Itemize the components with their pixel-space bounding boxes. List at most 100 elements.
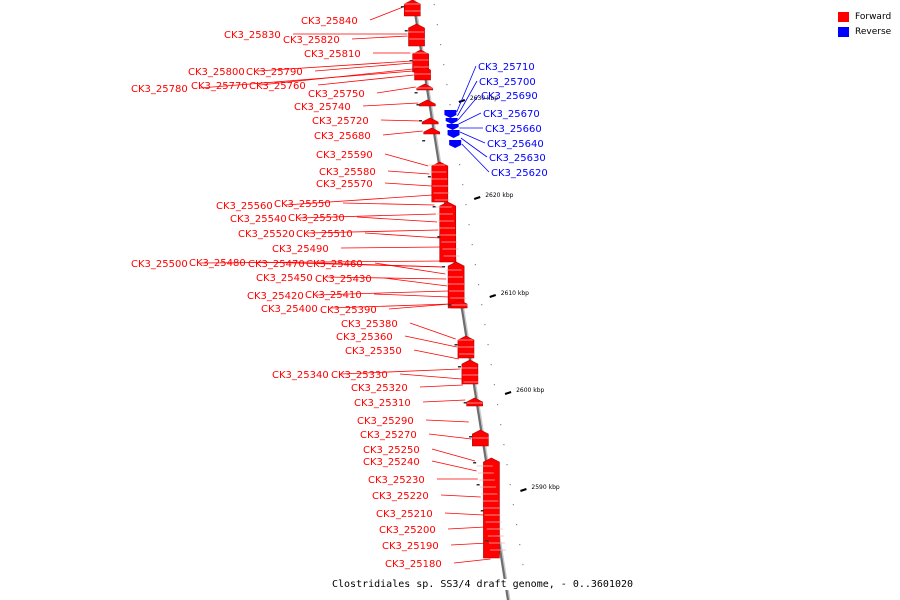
forward-leader-line: [380, 119, 422, 122]
forward-gene-label: CK3_25270: [360, 430, 417, 441]
reverse-gene-feature: [445, 118, 458, 124]
forward-gene-feature: [408, 23, 425, 47]
forward-gene-label: CK3_25210: [376, 509, 433, 520]
forward-gene-label: CK3_25740: [294, 102, 351, 113]
forward-leader-line: [384, 153, 429, 167]
ruler-tick-label: 2630 kbp: [470, 95, 498, 102]
forward-gene-label: CK3_25330: [331, 370, 388, 381]
reverse-leader-line: [459, 131, 486, 144]
forward-leader-line: [450, 542, 488, 546]
forward-gene-feature: [461, 359, 479, 385]
forward-gene-label: CK3_25400: [261, 304, 318, 315]
forward-gene-label: CK3_25550: [274, 199, 331, 210]
forward-leader-line: [440, 494, 481, 498]
forward-gene-label: CK3_25590: [316, 150, 373, 161]
gene-features: [400, 0, 507, 559]
forward-gene-feature: [403, 0, 421, 17]
gene-start-marker: [480, 510, 484, 512]
forward-gene-label: CK3_25420: [247, 291, 304, 302]
legend-label-reverse: Reverse: [855, 26, 892, 37]
reverse-leader-line: [458, 112, 482, 125]
gene-start-marker: [454, 344, 458, 346]
forward-leader-line: [373, 293, 450, 298]
gene-start-marker: [448, 304, 452, 306]
forward-gene-label: CK3_25830: [224, 30, 281, 41]
ruler-minor-dot: [436, 24, 438, 26]
gene-start-marker: [476, 484, 480, 486]
forward-gene-label: CK3_25570: [316, 179, 373, 190]
legend-label-forward: Forward: [855, 11, 892, 22]
ruler-minor-dot: [519, 544, 521, 546]
reverse-gene-label: CK3_25640: [487, 139, 544, 150]
forward-gene-feature: [421, 117, 439, 125]
forward-gene-feature: [439, 201, 457, 263]
forward-gene-label: CK3_25750: [308, 89, 365, 100]
forward-leader-line: [364, 232, 440, 239]
forward-gene-label: CK3_25340: [272, 370, 329, 381]
forward-gene-label: CK3_25240: [363, 457, 420, 468]
forward-gene-label: CK3_25230: [368, 475, 425, 486]
gene-start-marker: [442, 266, 446, 268]
forward-gene-label: CK3_25510: [296, 229, 353, 240]
ruler-minor-dot: [487, 344, 489, 346]
forward-leader-line: [351, 35, 408, 40]
forward-gene-label: CK3_25580: [319, 167, 376, 178]
ruler-minor-dot: [465, 204, 467, 206]
ruler-minor-dot: [471, 244, 473, 246]
reverse-leader-line: [461, 143, 490, 173]
forward-gene-label: CK3_25220: [372, 491, 429, 502]
forward-leader-line: [419, 384, 463, 388]
forward-leader-line: [199, 260, 444, 264]
forward-gene-feature: [431, 161, 449, 203]
forward-gene-label: CK3_25390: [320, 305, 377, 316]
ruler-minor-dot: [522, 564, 524, 566]
forward-gene-label: CK3_25530: [288, 213, 345, 224]
reverse-gene-label: CK3_25620: [491, 168, 548, 179]
forward-gene-label: CK3_25500: [131, 259, 188, 270]
gene-start-marker: [404, 30, 408, 32]
forward-gene-label: CK3_25560: [216, 201, 273, 212]
ruler-minor-dot: [433, 4, 435, 6]
ruler-minor-dot: [509, 484, 511, 486]
forward-leader-line: [444, 512, 484, 516]
forward-leader-line: [316, 262, 445, 268]
ruler-tick-label: 2590 kbp: [531, 484, 559, 491]
ruler-tick-mark: [489, 294, 497, 298]
forward-leader-line: [315, 290, 449, 296]
forward-gene-label: CK3_25770: [191, 81, 248, 92]
legend-item-reverse: Reverse: [838, 24, 891, 39]
forward-gene-label: CK3_25250: [363, 445, 420, 456]
forward-leader-line: [374, 262, 446, 275]
ruler-minor-dot: [462, 184, 464, 186]
forward-gene-label: CK3_25780: [131, 84, 188, 95]
gene-start-marker: [416, 104, 420, 106]
forward-leader-line: [356, 216, 438, 223]
ruler-minor-dot: [506, 464, 508, 466]
gene-start-marker: [473, 462, 477, 464]
forward-leader-line: [383, 277, 448, 287]
forward-leader-line: [317, 74, 414, 86]
forward-leader-line: [314, 62, 413, 72]
forward-gene-label: CK3_25320: [351, 383, 408, 394]
forward-gene-label: CK3_25810: [304, 49, 361, 60]
forward-leader-line: [425, 419, 469, 423]
label-leader-lines: [199, 6, 491, 564]
legend-item-forward: Forward: [838, 9, 891, 24]
forward-leader-line: [431, 448, 476, 462]
ruler-minor-dot: [512, 504, 514, 506]
forward-gene-label: CK3_25680: [314, 131, 371, 142]
ruler-minor-dot: [443, 64, 445, 66]
forward-gene-label: CK3_25430: [315, 274, 372, 285]
forward-gene-label: CK3_25290: [357, 416, 414, 427]
ruler-minor-dot: [515, 524, 518, 526]
ruler-minor-dot: [481, 304, 483, 306]
forward-gene-label: CK3_25760: [249, 81, 306, 92]
ruler-minor-dot: [449, 104, 451, 106]
forward-gene-feature: [419, 99, 436, 107]
ruler-minor-dot: [458, 164, 461, 166]
reverse-gene-feature: [447, 130, 460, 138]
forward-leader-line: [384, 182, 432, 187]
ruler-tick-mark: [520, 488, 527, 492]
